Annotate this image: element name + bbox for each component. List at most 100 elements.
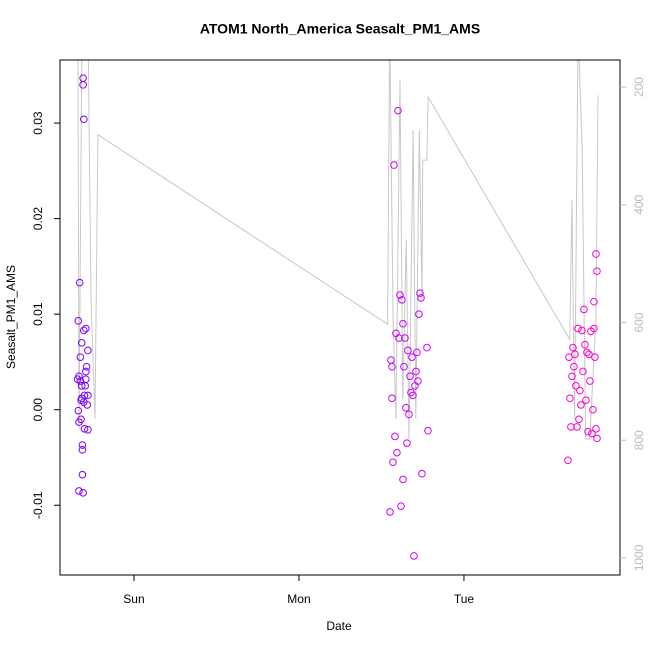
point — [564, 456, 572, 465]
point — [79, 398, 88, 406]
point — [78, 446, 87, 454]
point — [78, 441, 87, 449]
point — [406, 372, 414, 381]
point — [84, 425, 92, 434]
point — [389, 458, 397, 467]
point — [408, 353, 416, 361]
point — [586, 377, 594, 385]
point — [566, 394, 574, 403]
point — [565, 353, 573, 361]
point — [404, 346, 412, 355]
point — [590, 324, 598, 333]
point — [82, 362, 91, 371]
point — [579, 367, 587, 376]
x-tick-label: Mon — [287, 592, 310, 606]
point — [593, 267, 601, 275]
point — [393, 448, 401, 457]
point — [398, 296, 406, 304]
point — [78, 470, 87, 479]
point — [593, 434, 601, 443]
point — [413, 348, 421, 357]
y-tick-label: -0.01 — [31, 491, 45, 519]
point — [575, 415, 583, 424]
point — [571, 350, 579, 359]
y2-tick-label: 600 — [632, 312, 646, 332]
point — [403, 439, 411, 447]
point — [77, 394, 86, 403]
point — [576, 386, 584, 395]
x-tick-label: Sun — [123, 592, 144, 606]
point — [572, 382, 580, 390]
point — [423, 343, 431, 352]
x-tick-label: Tue — [454, 592, 475, 606]
point — [585, 350, 593, 359]
point — [73, 375, 82, 383]
point — [399, 319, 407, 328]
point — [567, 423, 575, 431]
point — [386, 508, 394, 516]
point — [84, 391, 92, 400]
point — [424, 426, 432, 435]
point — [588, 429, 596, 438]
point — [414, 377, 422, 385]
y2-tick-label: 1000 — [632, 544, 646, 571]
point — [79, 326, 88, 335]
point — [580, 305, 588, 314]
point — [402, 403, 410, 412]
point — [391, 432, 399, 441]
y2-tick-label: 200 — [632, 77, 646, 97]
x-axis-label: Date — [326, 619, 352, 633]
point — [77, 415, 85, 424]
point — [589, 405, 597, 414]
point — [582, 396, 590, 404]
point — [76, 353, 85, 361]
y-tick-label: 0.01 — [31, 302, 45, 326]
point — [399, 475, 407, 484]
point — [418, 469, 426, 478]
y-tick-label: 0.00 — [31, 398, 45, 422]
point — [405, 410, 413, 419]
point — [77, 339, 86, 347]
point — [409, 391, 417, 400]
point — [590, 297, 598, 306]
plot-box — [59, 59, 621, 576]
chart-title: ATOM1 North_America Seasalt_PM1_AMS — [200, 21, 480, 37]
point — [577, 401, 585, 409]
point — [417, 294, 425, 302]
point — [568, 372, 576, 381]
point — [410, 552, 418, 560]
point — [416, 289, 424, 297]
point — [79, 489, 87, 497]
point — [388, 362, 396, 371]
point — [82, 367, 90, 376]
point — [591, 353, 599, 361]
point — [592, 250, 600, 258]
plot-area — [73, 60, 601, 560]
point — [79, 81, 87, 89]
altitude-line — [77, 60, 599, 440]
point — [584, 427, 592, 436]
point — [583, 348, 591, 357]
point — [390, 161, 398, 169]
point — [77, 382, 86, 390]
point — [82, 375, 90, 383]
y-tick-label: 0.02 — [31, 207, 45, 231]
y2-tick-label: 800 — [632, 430, 646, 450]
point — [397, 502, 405, 511]
point — [592, 425, 600, 433]
point — [84, 346, 92, 355]
y-axis-label: Seasalt_PM1_AMS — [4, 265, 18, 369]
y2-tick-label: 400 — [632, 194, 646, 214]
point — [75, 487, 83, 495]
point — [74, 406, 83, 415]
point — [578, 326, 586, 335]
point — [573, 423, 581, 431]
y-tick-label: 0.03 — [31, 111, 45, 135]
point — [570, 362, 578, 371]
point — [80, 425, 89, 433]
point — [574, 324, 582, 333]
point — [75, 278, 84, 287]
point — [569, 343, 577, 352]
